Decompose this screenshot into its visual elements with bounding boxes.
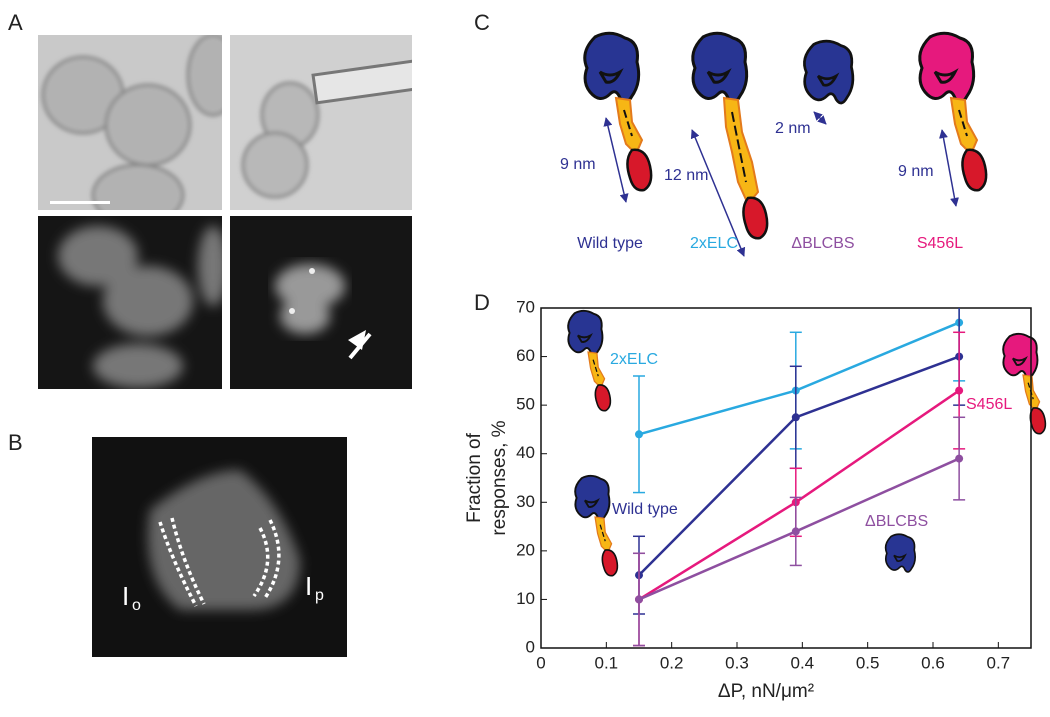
panel-label: D — [474, 290, 490, 315]
length-label: 12 nm — [664, 167, 708, 184]
y-tick-label: 70 — [516, 297, 535, 316]
series-label: Wild type — [612, 501, 678, 518]
point — [791, 413, 800, 422]
x-tick-label: 0.2 — [660, 653, 684, 672]
point — [635, 430, 643, 439]
point — [635, 595, 643, 604]
x-tick-label: 0 — [536, 653, 545, 672]
panel-label: C — [474, 10, 490, 35]
x-tick-label: 0.5 — [856, 653, 880, 672]
x-tick-label: 0.3 — [725, 653, 749, 672]
point — [791, 527, 800, 536]
label: p — [315, 587, 324, 604]
length-label: 9 nm — [898, 163, 934, 180]
x-tick-label: 0.7 — [987, 653, 1011, 672]
length-label: 2 nm — [775, 120, 811, 137]
series-label: S456L — [966, 396, 1012, 413]
y-tick-label: 50 — [516, 395, 535, 414]
label: I — [305, 571, 312, 601]
y-tick-label: 20 — [516, 540, 535, 559]
x-tick-label: 0.1 — [595, 653, 619, 672]
chart: 0 10 20 30 40 50 60 70 0 0.1 0.2 0.3 0.4 0.5 0.6 0.7 Fra… — [464, 297, 1032, 702]
point — [955, 386, 964, 395]
micrograph — [38, 35, 412, 389]
y-tick-label: 10 — [516, 589, 535, 608]
length-label: 9 nm — [560, 156, 596, 173]
construct-name: 2xELC — [690, 235, 738, 252]
diagram: 9 nm 12 nm 2 nm 9 nm Wild type 2xELC ΔBL… — [560, 33, 986, 257]
series-label: 2xELC — [610, 351, 658, 368]
y-axis-label: responses, % — [489, 420, 510, 535]
panel-label: A — [8, 10, 23, 35]
construct-name: ΔBLCBS — [791, 235, 854, 252]
y-tick-label: 40 — [516, 443, 535, 462]
plot-frame — [540, 307, 1032, 649]
x-tick-label: 0.4 — [791, 653, 815, 672]
y-tick-label: 60 — [516, 346, 535, 365]
x-tick-label: 0.6 — [921, 653, 945, 672]
micrograph: I o I p — [92, 437, 347, 657]
series-label: ΔBLCBS — [865, 513, 928, 530]
panel-label: B — [8, 430, 23, 455]
construct-name: Wild type — [577, 235, 643, 252]
y-axis-label: Fraction of — [464, 432, 485, 522]
label: I — [122, 581, 129, 611]
x-axis-label: ΔP, nN/μm² — [718, 681, 814, 702]
label: o — [132, 597, 141, 614]
y-tick-label: 0 — [526, 637, 535, 656]
construct-name: S456L — [917, 235, 963, 252]
y-tick-label: 30 — [516, 492, 535, 511]
point — [955, 454, 964, 463]
